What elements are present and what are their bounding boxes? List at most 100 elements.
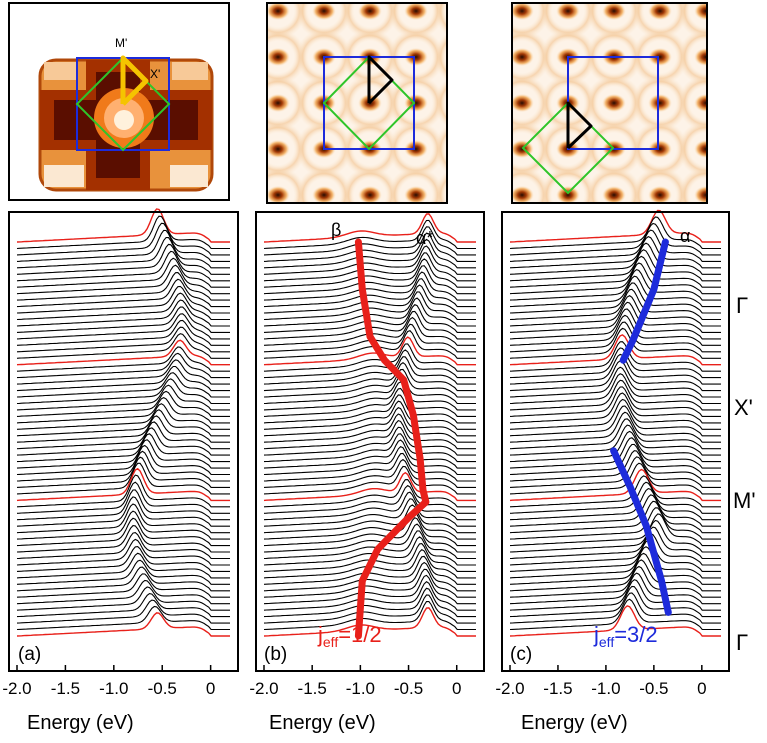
x-tick-label: -2.0: [2, 679, 31, 698]
edc-curve: [16, 427, 230, 456]
x-tick-label: -0.5: [394, 679, 423, 698]
edc-curve: [263, 226, 476, 256]
edc-curve: [263, 400, 476, 430]
edc-curve: [509, 347, 721, 379]
edc-curve: [509, 275, 721, 308]
edc-curve: [16, 415, 230, 443]
map-b-spot: [312, 185, 336, 203]
edc-curve: [16, 474, 230, 508]
edc-curve: [263, 284, 476, 314]
edc-curve: [263, 219, 476, 250]
jeff-half-sub: eff: [323, 634, 338, 650]
peak-label-beta: β: [331, 220, 341, 240]
edc-curve: [509, 360, 721, 392]
map-b-spot: [450, 2, 474, 20]
edc-curve: [263, 587, 476, 618]
bz-diamond-c: [521, 101, 615, 195]
edc-curve: [263, 445, 476, 476]
peak-label-alpha-star: α*: [416, 228, 433, 248]
map-c-spot: [602, 3, 626, 21]
edc-curve: [16, 222, 230, 256]
edc-curve: [509, 255, 721, 288]
map-b-spot: [450, 94, 474, 112]
edc-panel-a-frame: [8, 211, 239, 672]
edc-curve: [509, 546, 721, 579]
edc-curve: [16, 517, 230, 547]
edc-curve: [263, 581, 476, 611]
edc-curve: [16, 510, 230, 540]
edc-curve: [16, 378, 230, 405]
edc-curve: [263, 594, 476, 624]
edc-curve: [509, 539, 721, 572]
edc-curve: [16, 313, 230, 340]
edc-curve: [16, 390, 230, 417]
edc-curve: [509, 379, 721, 411]
edc-curve: [263, 406, 476, 437]
map-c-spot: [694, 93, 707, 113]
jeff-half-j: j: [317, 622, 323, 647]
edc-curve: [263, 484, 476, 514]
kpoint-m: M': [733, 488, 756, 513]
x-tick-label: -2.0: [495, 679, 524, 698]
map-c-spot: [512, 93, 534, 113]
edc-curve: [263, 343, 476, 372]
map-c-spot: [648, 185, 672, 203]
edc-curves-b: [263, 213, 476, 637]
map-b-spot: [450, 48, 474, 66]
edc-curve: [263, 362, 476, 392]
edc-curve-highlight: [16, 339, 230, 366]
edc-curve: [509, 519, 721, 553]
edc-curve: [16, 599, 230, 624]
jeff-three-half-value: =3/2: [614, 622, 657, 647]
edc-curve: [263, 413, 476, 443]
edc-curve: [263, 245, 476, 275]
map-c-ring: [631, 3, 689, 40]
jeff-half-label: jeff=1/2: [317, 622, 382, 650]
edc-curve: [16, 450, 230, 482]
edc-curve: [16, 546, 230, 572]
edc-curve: [509, 341, 721, 372]
map-b-ring: [433, 124, 447, 174]
x-axis-label-a: Energy (eV): [27, 712, 134, 734]
edc-curve: [263, 426, 476, 456]
edc-curve: [16, 365, 230, 392]
map-b-spot: [267, 47, 290, 67]
edc-curve: [263, 232, 476, 262]
inset-label-m: M': [115, 36, 127, 50]
edc-panel-c-frame: [501, 211, 730, 672]
edc-curve: [509, 487, 721, 521]
edc-curve: [509, 308, 721, 340]
edc-curve: [16, 409, 230, 437]
edc-curve: [263, 600, 476, 631]
x-tick-label: -1.5: [298, 679, 327, 698]
edc-curve: [509, 462, 721, 495]
edc-curve-highlight: [263, 471, 476, 502]
map-b-spot: [404, 185, 428, 203]
edc-curve: [509, 475, 721, 508]
map-b-spot: [404, 3, 428, 21]
edc-curve: [263, 387, 476, 417]
map-c-spot: [694, 185, 707, 203]
dispersion-line-1: [354, 238, 430, 640]
edc-curve: [16, 306, 230, 333]
edc-curve: [263, 252, 476, 282]
x-axis-label-b: Energy (eV): [269, 712, 376, 734]
jeff-three-half-label: jeff=3/2: [593, 622, 658, 650]
edc-curve: [16, 559, 230, 585]
edc-curve: [263, 511, 476, 540]
map-c-spot: [602, 93, 626, 113]
edc-curve: [509, 366, 721, 398]
map-b-spot: [267, 93, 290, 113]
map-b-ring: [433, 78, 447, 128]
edc-curve: [263, 479, 476, 508]
edc-curve: [263, 491, 476, 521]
dispersion-line-2: [610, 447, 672, 616]
edc-curve: [263, 523, 476, 553]
edc-curve: [263, 238, 476, 269]
edc-curve-highlight: [509, 334, 721, 366]
edc-curve: [509, 235, 721, 269]
x-tick-label: 0: [452, 679, 461, 698]
edc-curve: [16, 481, 230, 514]
edc-curve: [509, 301, 721, 333]
